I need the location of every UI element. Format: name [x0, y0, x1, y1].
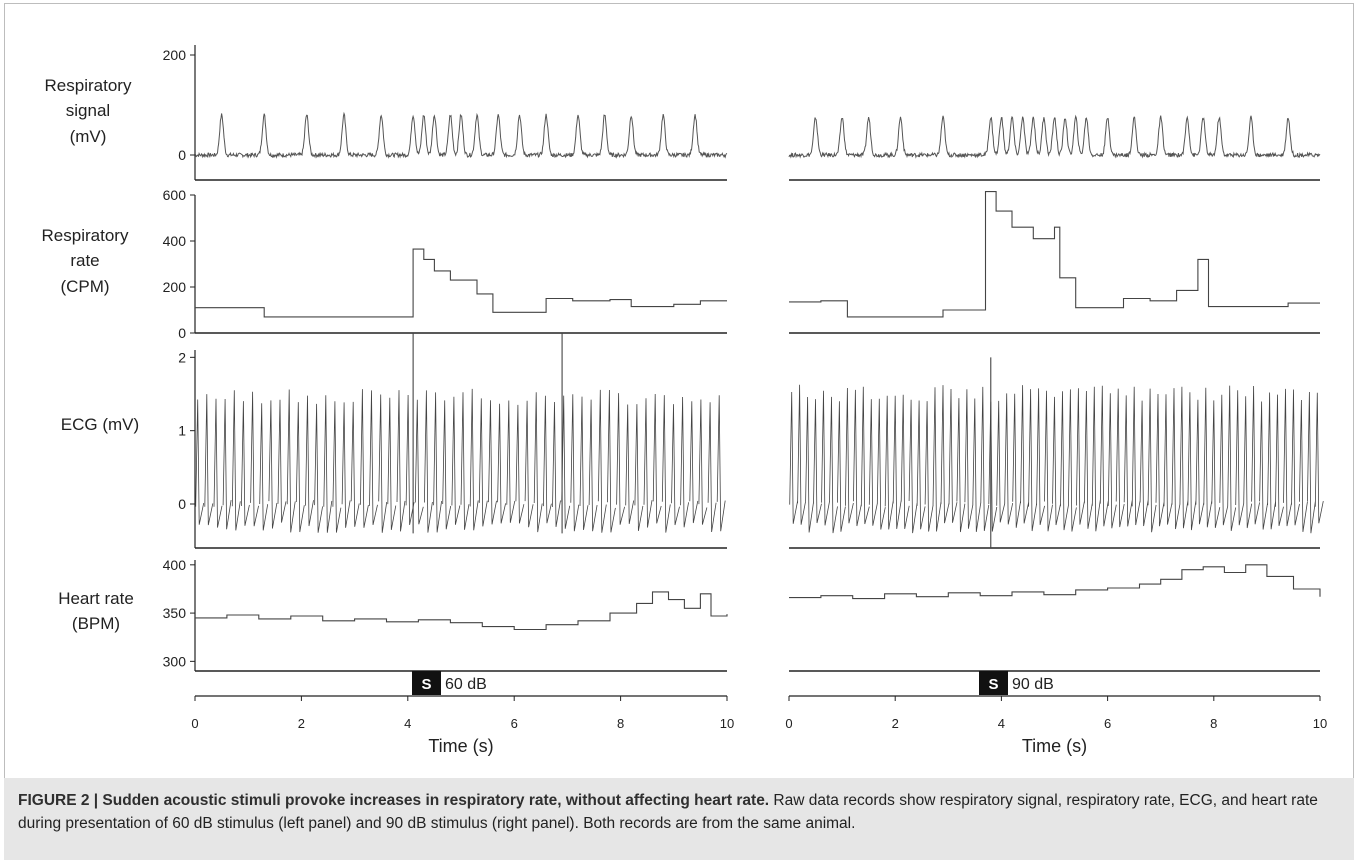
- resp-signal-label-3: (mV): [70, 127, 107, 146]
- left-time-tick-label: 10: [720, 716, 734, 731]
- left-ecg-trace: [195, 388, 726, 533]
- heart-rate-label-2: (BPM): [72, 614, 120, 633]
- left-heart-rate-trace: [195, 591, 728, 631]
- right-heart-rate-trace: [789, 564, 1321, 600]
- stimulus-label-left: 60 dB: [445, 676, 487, 693]
- left-resp-rate-y-tick-label: 400: [163, 233, 187, 249]
- left-time-tick-label: 4: [404, 716, 411, 731]
- stimulus-marker-left: S 60 dB: [412, 671, 487, 695]
- left-time-tick-label: 0: [191, 716, 198, 731]
- left-heart-rate-y-tick-label: 400: [163, 557, 187, 573]
- ecg-label: ECG (mV): [61, 415, 139, 434]
- left-time-tick-label: 2: [298, 716, 305, 731]
- heart-rate-label-1: Heart rate: [58, 589, 134, 608]
- left-time-axis-label: Time (s): [428, 736, 493, 756]
- left-heart-rate-y-tick-label: 300: [163, 653, 187, 669]
- left-resp-rate-trace: [195, 248, 727, 318]
- caption-title: FIGURE 2 | Sudden acoustic stimuli provo…: [18, 792, 770, 809]
- stimulus-marker-right: S 90 dB: [979, 671, 1054, 695]
- resp-rate-label-3: (CPM): [60, 277, 109, 296]
- resp-signal-label-1: Respiratory: [45, 76, 132, 95]
- stimulus-label-right: 90 dB: [1012, 676, 1054, 693]
- left-resp-rate-y-tick-label: 600: [163, 187, 187, 203]
- resp-rate-label-1: Respiratory: [42, 226, 129, 245]
- figure-plot: Respiratory signal (mV) Respiratory rate…: [42, 45, 1327, 756]
- left-ecg-y-tick-label: 2: [178, 349, 186, 365]
- resp-signal-label-2: signal: [66, 101, 110, 120]
- panel-right: 0 2 4 6 8 10 Time (s): [785, 114, 1327, 756]
- right-time-axis-label: Time (s): [1022, 736, 1087, 756]
- right-resp-signal-trace: [788, 114, 1321, 159]
- right-time-tick-label: 0: [785, 716, 792, 731]
- left-heart-rate-y-tick-label: 350: [163, 605, 187, 621]
- left-time-tick-label: 8: [617, 716, 624, 731]
- right-ecg-trace: [789, 384, 1324, 534]
- caption-body: Raw data records show respiratory signal…: [18, 792, 1318, 832]
- row-labels: Respiratory signal (mV) Respiratory rate…: [42, 76, 140, 633]
- right-time-tick-label: 10: [1313, 716, 1327, 731]
- right-time-tick-label: 2: [892, 716, 899, 731]
- left-resp-signal-trace: [194, 111, 728, 159]
- stimulus-box-left: [412, 671, 441, 695]
- stimulus-box-right: [979, 671, 1008, 695]
- right-resp-rate-trace: [789, 191, 1320, 318]
- right-time-tick-label: 8: [1210, 716, 1217, 731]
- stimulus-s-left: S: [421, 676, 431, 693]
- right-time-tick-label: 6: [1104, 716, 1111, 731]
- left-resp-signal-y-tick-label: 0: [178, 147, 186, 163]
- left-time-tick-label: 6: [511, 716, 518, 731]
- figure-frame: [4, 3, 1354, 860]
- left-resp-rate-y-tick-label: 0: [178, 325, 186, 341]
- right-time-tick-label: 4: [998, 716, 1005, 731]
- left-ecg-y-tick-label: 1: [178, 423, 186, 439]
- stimulus-s-right: S: [988, 676, 998, 693]
- figure-caption: FIGURE 2 | Sudden acoustic stimuli provo…: [4, 778, 1354, 860]
- panel-left: 0 200 0 200 400 600 0 1 2 300 350 400 0 2 4 6 8 10 Time (s…: [163, 45, 734, 756]
- resp-rate-label-2: rate: [70, 251, 99, 270]
- left-resp-signal-y-tick-label: 200: [163, 47, 187, 63]
- left-resp-rate-y-tick-label: 200: [163, 279, 187, 295]
- left-ecg-y-tick-label: 0: [178, 496, 186, 512]
